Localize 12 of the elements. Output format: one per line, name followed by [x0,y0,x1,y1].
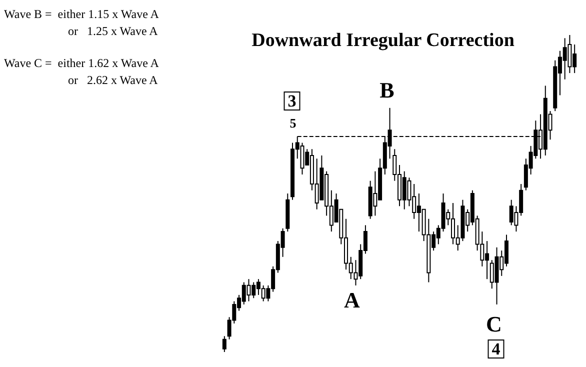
annotation: A [344,288,360,312]
annotation: 3 [288,92,296,110]
text: Wave C = either 1.62 x Wave A [4,56,160,70]
text: or 2.62 x Wave A [68,73,158,87]
chart-title: Downward Irregular Correction [252,30,515,51]
annotation: C [486,312,502,336]
annotation: 5 [290,116,297,130]
annotation: B [380,78,395,102]
candlestick [222,336,226,352]
text: or 1.25 x Wave A [68,24,158,38]
text: Wave B = either 1.15 x Wave A [4,7,160,21]
annotation: 4 [492,340,501,358]
